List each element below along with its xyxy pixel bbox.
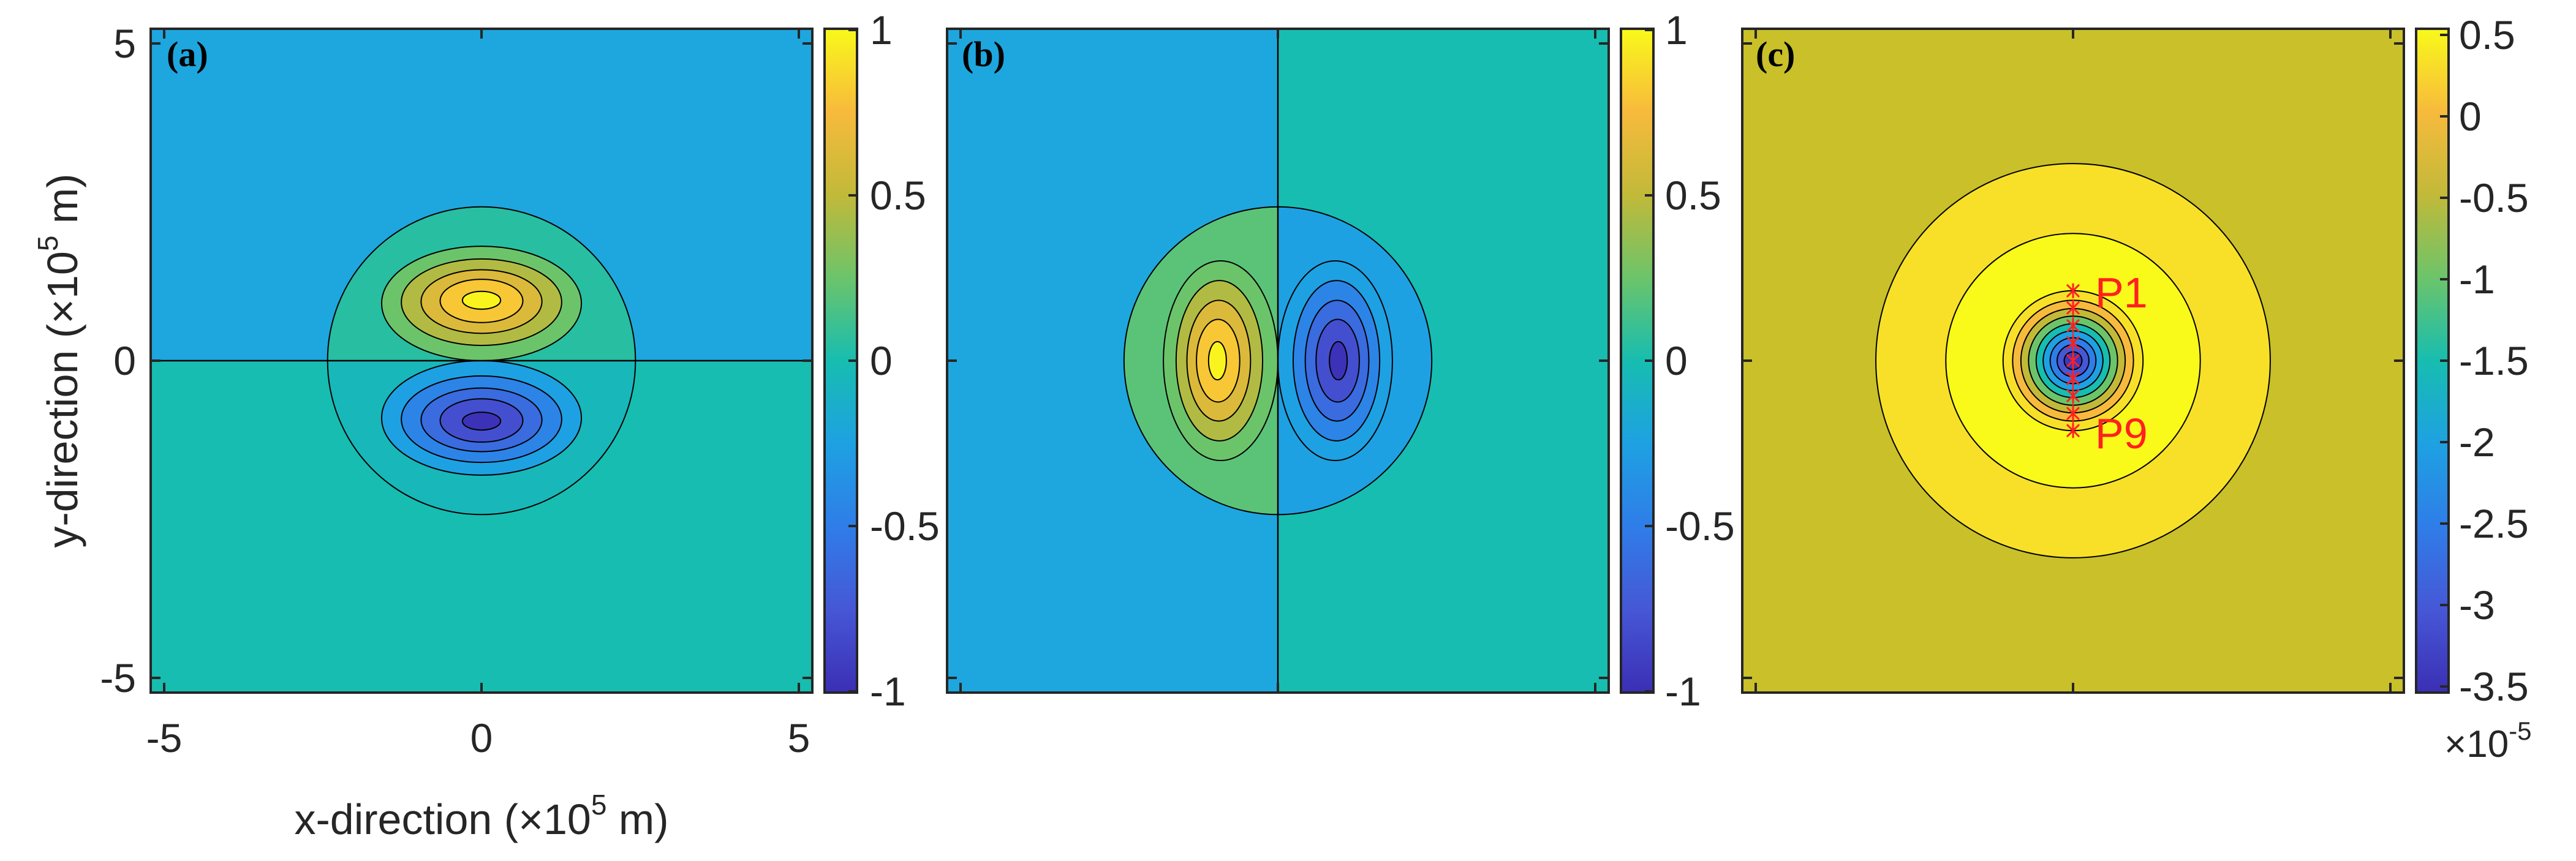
colorbar-c-tick: -1 <box>2459 257 2495 302</box>
colorbar-c-tick: -2 <box>2459 419 2495 465</box>
panel-a-label: (a) <box>167 34 208 74</box>
colorbar-c-tick: -1.5 <box>2459 338 2529 383</box>
colorbar-b: 1 0.5 0 -0.5 -1 <box>1620 7 1735 714</box>
colorbar-a-tick: 0.5 <box>870 173 926 218</box>
colorbar-a-tick: 1 <box>870 7 893 53</box>
panel-a-ytick-label: 0 <box>113 338 136 383</box>
colorbar-c-tick: -3 <box>2459 582 2495 628</box>
panel-a-ytick-label: 5 <box>113 21 136 66</box>
panel-b: (b) 1 0.5 0 -0.5 -1 <box>946 7 1735 714</box>
contour-level <box>461 412 502 431</box>
colorbar-b-tick: 0 <box>1665 338 1688 383</box>
colorbar-b-tick: -0.5 <box>1665 503 1735 549</box>
panel-a-xtick-label: -5 <box>146 715 183 761</box>
panel-a-ytick-label: -5 <box>100 655 136 701</box>
panel-b-ticks <box>947 29 1609 693</box>
y-axis-label: y-direction (×105 m) <box>32 173 86 547</box>
colorbar-a-tick: 0 <box>870 338 893 383</box>
probe-point <box>2066 423 2080 438</box>
colorbar-a-tick: -0.5 <box>870 503 940 549</box>
panel-c-probe-points <box>2066 283 2080 438</box>
colorbar-a: 1 0.5 0 -0.5 -1 <box>823 7 940 714</box>
colorbar-a-tick: -1 <box>870 669 906 714</box>
colorbar-c-tick: -2.5 <box>2459 501 2529 546</box>
panel-c: (c) P1 P9 0.5 0 -0.5 -1 -1.5 -2 -2.5 -3 … <box>1741 12 2532 765</box>
colorbar-b-tick: 1 <box>1665 7 1688 53</box>
contour-level <box>461 290 502 310</box>
colorbar-b-tick: -1 <box>1665 669 1701 714</box>
panel-a: (a) -5 0 5 5 0 -5 x-direction (×105 m) y… <box>32 7 940 843</box>
contour-level <box>1207 340 1227 381</box>
colorbar-c: 0.5 0 -0.5 -1 -1.5 -2 -2.5 -3 -3.5 ×10-5 <box>2415 12 2532 765</box>
colorbar-c-tick: -3.5 <box>2459 664 2529 709</box>
contour-level <box>1329 340 1348 381</box>
probe-label-p9: P9 <box>2095 410 2148 457</box>
panel-b-plot <box>947 29 1609 693</box>
probe-label-p1: P1 <box>2095 269 2148 317</box>
panel-c-ticks <box>1742 29 2404 693</box>
panel-a-xtick-label: 5 <box>788 715 810 761</box>
panel-a-xticks <box>151 29 812 693</box>
panel-c-plot <box>1742 29 2404 693</box>
panel-a-contours <box>327 206 636 516</box>
colorbar-b-tick: 0.5 <box>1665 173 1721 218</box>
panel-a-xtick-label: 0 <box>470 715 493 761</box>
panel-a-plot <box>151 29 812 693</box>
panel-b-label: (b) <box>962 34 1005 74</box>
colorbar-c-tick: -0.5 <box>2459 175 2529 220</box>
panel-b-contours <box>1123 206 1433 516</box>
colorbar-c-tick: 0 <box>2459 94 2482 139</box>
colorbar-c-tick: 0.5 <box>2459 12 2515 58</box>
panel-c-label: (c) <box>1756 34 1795 74</box>
x-axis-label: x-direction (×105 m) <box>294 789 668 843</box>
colorbar-c-multiplier: ×10-5 <box>2444 716 2532 765</box>
